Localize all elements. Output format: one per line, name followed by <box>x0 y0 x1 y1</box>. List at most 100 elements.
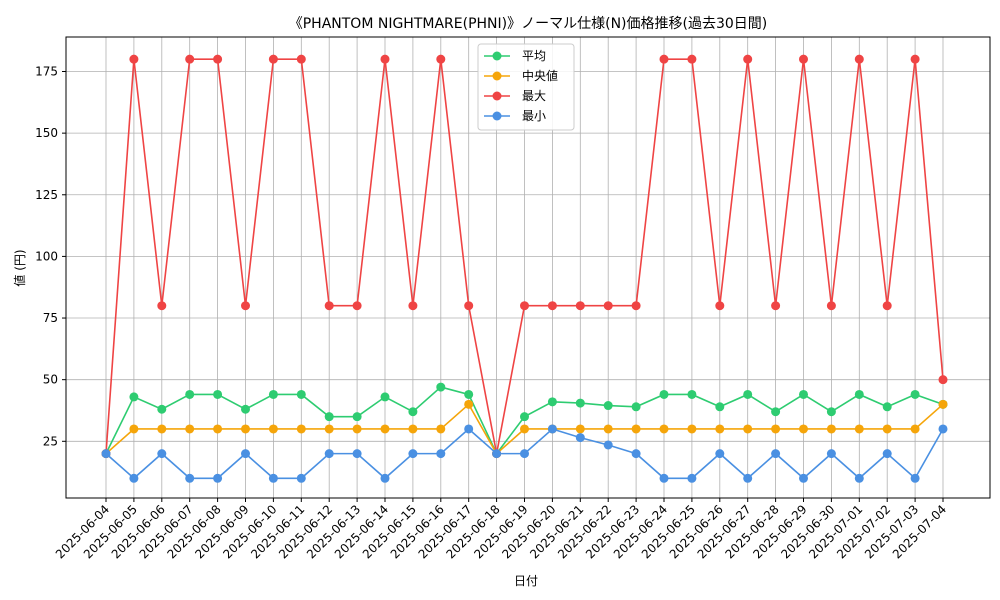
data-point <box>547 397 557 407</box>
data-point <box>268 424 278 434</box>
legend-item: 最小 <box>484 109 546 123</box>
y-tick-label: 150 <box>35 126 58 140</box>
data-point <box>185 389 195 399</box>
data-point <box>268 54 278 64</box>
data-point <box>854 473 864 483</box>
series-2 <box>101 54 948 459</box>
data-point <box>799 54 808 64</box>
data-point <box>129 424 139 434</box>
data-point <box>575 424 585 434</box>
legend-box <box>477 43 575 131</box>
data-point <box>268 389 278 399</box>
data-point <box>547 301 557 311</box>
grid-lines <box>66 37 990 498</box>
data-point <box>520 412 529 422</box>
data-point <box>910 473 920 483</box>
data-point <box>352 449 362 459</box>
y-tick-label: 50 <box>43 373 58 387</box>
data-point <box>743 389 753 399</box>
data-point <box>631 424 641 434</box>
data-point <box>324 412 334 422</box>
data-point <box>882 301 892 311</box>
data-point <box>743 424 753 434</box>
legend-marker <box>492 71 502 81</box>
data-point <box>938 424 948 434</box>
legend-marker <box>492 91 502 101</box>
data-point <box>185 54 195 64</box>
data-point <box>464 301 474 311</box>
chart-title: 《PHANTOM NIGHTMARE(PHNI)》ノーマル仕様(N)価格推移(過… <box>289 16 768 32</box>
data-point <box>687 389 697 399</box>
data-point <box>603 440 613 450</box>
data-point <box>324 301 334 311</box>
data-point <box>882 424 892 434</box>
data-point <box>771 449 781 459</box>
data-point <box>715 402 725 412</box>
data-point <box>380 54 390 64</box>
y-axis-ticks: 25 50 75 100 125 150 175 <box>35 65 66 448</box>
data-point <box>826 424 836 434</box>
data-point <box>436 382 446 392</box>
data-point <box>575 398 585 408</box>
data-point <box>268 473 278 483</box>
data-point <box>352 412 362 422</box>
data-point <box>213 54 223 64</box>
data-point <box>129 473 139 483</box>
x-axis-ticks: 2025-06-042025-06-052025-06-062025-06-07… <box>53 498 949 561</box>
data-point <box>324 449 334 459</box>
data-point <box>715 449 725 459</box>
data-point <box>799 424 808 434</box>
data-point <box>631 402 641 412</box>
data-point <box>464 399 474 409</box>
data-point <box>324 424 334 434</box>
y-tick-label: 100 <box>35 249 58 263</box>
data-point <box>157 404 167 414</box>
data-point <box>771 424 781 434</box>
data-point <box>882 402 892 412</box>
data-point <box>910 54 920 64</box>
data-point <box>241 424 250 434</box>
data-point <box>296 389 306 399</box>
data-point <box>157 301 167 311</box>
data-point <box>408 449 418 459</box>
data-point <box>659 424 669 434</box>
legend-item: 平均 <box>484 49 546 63</box>
data-point <box>352 424 362 434</box>
legend-label: 最小 <box>522 109 546 123</box>
data-point <box>938 375 948 385</box>
data-point <box>241 404 250 414</box>
data-point <box>492 449 502 459</box>
data-point <box>296 54 306 64</box>
data-point <box>464 389 474 399</box>
data-point <box>101 449 111 459</box>
data-point <box>854 389 864 399</box>
legend-item: 最大 <box>484 89 546 103</box>
y-axis-label: 値 (円) <box>12 249 27 286</box>
data-point <box>799 389 808 399</box>
data-point <box>464 424 474 434</box>
data-point <box>938 399 948 409</box>
legend-label: 最大 <box>522 89 546 103</box>
data-point <box>631 301 641 311</box>
legend-marker <box>492 111 502 121</box>
y-tick-label: 125 <box>35 188 58 202</box>
data-point <box>436 424 446 434</box>
data-point <box>882 449 892 459</box>
data-point <box>296 473 306 483</box>
data-point <box>520 424 529 434</box>
data-point <box>687 473 697 483</box>
data-point <box>826 301 836 311</box>
data-point <box>687 54 697 64</box>
data-point <box>213 473 223 483</box>
data-point <box>436 449 446 459</box>
data-point <box>575 433 585 443</box>
data-point <box>436 54 446 64</box>
data-point <box>687 424 697 434</box>
data-point <box>380 424 390 434</box>
data-point <box>213 424 223 434</box>
y-tick-label: 175 <box>35 65 58 79</box>
data-point <box>826 449 836 459</box>
data-point <box>854 424 864 434</box>
